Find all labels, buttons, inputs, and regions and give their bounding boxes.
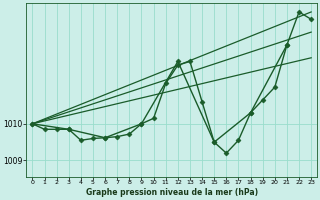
X-axis label: Graphe pression niveau de la mer (hPa): Graphe pression niveau de la mer (hPa) — [86, 188, 258, 197]
